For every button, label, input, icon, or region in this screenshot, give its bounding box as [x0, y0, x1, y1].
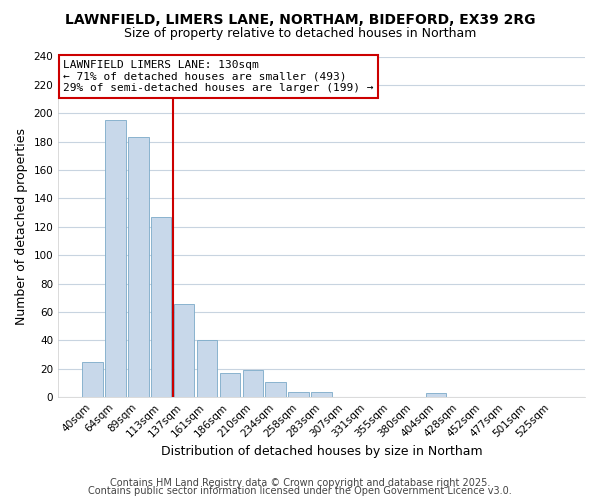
Text: Contains HM Land Registry data © Crown copyright and database right 2025.: Contains HM Land Registry data © Crown c…: [110, 478, 490, 488]
Bar: [242, 370, 263, 397]
Bar: [220, 373, 240, 397]
Bar: [197, 340, 217, 397]
Text: LAWNFIELD, LIMERS LANE, NORTHAM, BIDEFORD, EX39 2RG: LAWNFIELD, LIMERS LANE, NORTHAM, BIDEFOR…: [65, 12, 535, 26]
Y-axis label: Number of detached properties: Number of detached properties: [15, 128, 28, 326]
Bar: [311, 392, 332, 397]
Bar: [151, 217, 172, 397]
Text: Contains public sector information licensed under the Open Government Licence v3: Contains public sector information licen…: [88, 486, 512, 496]
Bar: [82, 362, 103, 397]
Text: LAWNFIELD LIMERS LANE: 130sqm
← 71% of detached houses are smaller (493)
29% of : LAWNFIELD LIMERS LANE: 130sqm ← 71% of d…: [64, 60, 374, 93]
Text: Size of property relative to detached houses in Northam: Size of property relative to detached ho…: [124, 28, 476, 40]
Bar: [105, 120, 125, 397]
Bar: [289, 392, 309, 397]
Bar: [265, 382, 286, 397]
Bar: [174, 304, 194, 397]
X-axis label: Distribution of detached houses by size in Northam: Distribution of detached houses by size …: [161, 444, 482, 458]
Bar: [128, 138, 149, 397]
Bar: [426, 393, 446, 397]
